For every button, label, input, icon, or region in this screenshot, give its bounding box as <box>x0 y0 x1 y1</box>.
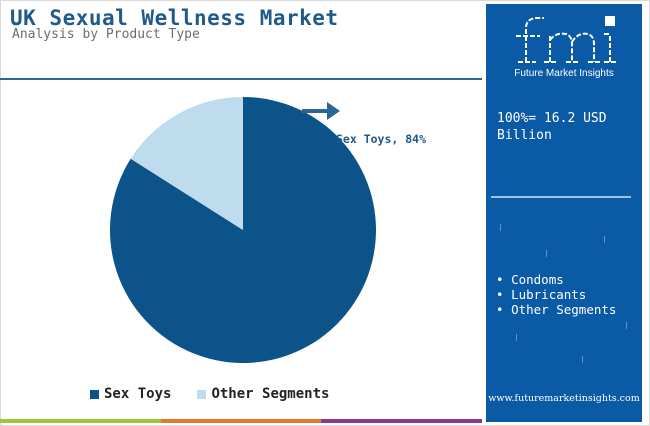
segment-list-item: • Condoms <box>496 272 564 287</box>
website-link[interactable]: www.futuremarketinsights.com <box>488 393 640 404</box>
legend-item-sex-toys: Sex Toys <box>90 386 171 402</box>
legend-item-other-segments: Other Segments <box>197 386 329 402</box>
arrow-right-icon-head <box>327 102 340 120</box>
pie-slices <box>109 97 376 364</box>
pie-chart: Sex Toys, 84% <box>109 97 426 364</box>
segment-label: Condoms <box>511 272 564 287</box>
chart-title: UK Sexual Wellness Market <box>10 6 339 30</box>
segment-list-item: • Lubricants <box>496 287 587 302</box>
segment-list: • Condoms • Lubricants • Other Segments <box>496 272 616 317</box>
pie-slice-other-segments <box>130 97 243 230</box>
market-total: 100%= 16.2 USD Billion <box>497 111 607 143</box>
segment-label: Other Segments <box>511 302 617 317</box>
panel-decoration <box>626 322 627 329</box>
slice-annotation: Sex Toys, 84% <box>336 132 426 146</box>
panel-decoration <box>516 334 517 341</box>
panel-divider <box>491 196 631 198</box>
header-divider <box>0 78 482 80</box>
legend-label: Other Segments <box>211 386 330 402</box>
fmi-logo <box>516 16 616 63</box>
bottom-color-bar <box>0 419 483 423</box>
chart-subtitle: Analysis by Product Type <box>12 27 200 42</box>
segment-list-item: • Other Segments <box>496 302 617 317</box>
panel-decoration <box>604 236 605 243</box>
logo-name: Future Market Insights <box>514 68 614 79</box>
pie-slice-sex-toys <box>109 97 376 364</box>
bottom-bar-segment <box>0 419 161 423</box>
panel-decoration <box>546 250 547 257</box>
legend-swatch <box>197 389 207 399</box>
chart-legend: Sex Toys Other Segments <box>90 386 355 402</box>
segment-label: Lubricants <box>511 287 587 302</box>
bottom-bar-segment <box>321 419 483 423</box>
panel-decoration <box>500 224 501 231</box>
panel-decoration <box>582 356 583 363</box>
legend-label: Sex Toys <box>104 386 172 402</box>
side-panel: Future Market Insights 100%= 16.2 USD Bi… <box>486 4 642 422</box>
legend-swatch <box>90 389 99 399</box>
bottom-bar-segment <box>160 419 322 423</box>
